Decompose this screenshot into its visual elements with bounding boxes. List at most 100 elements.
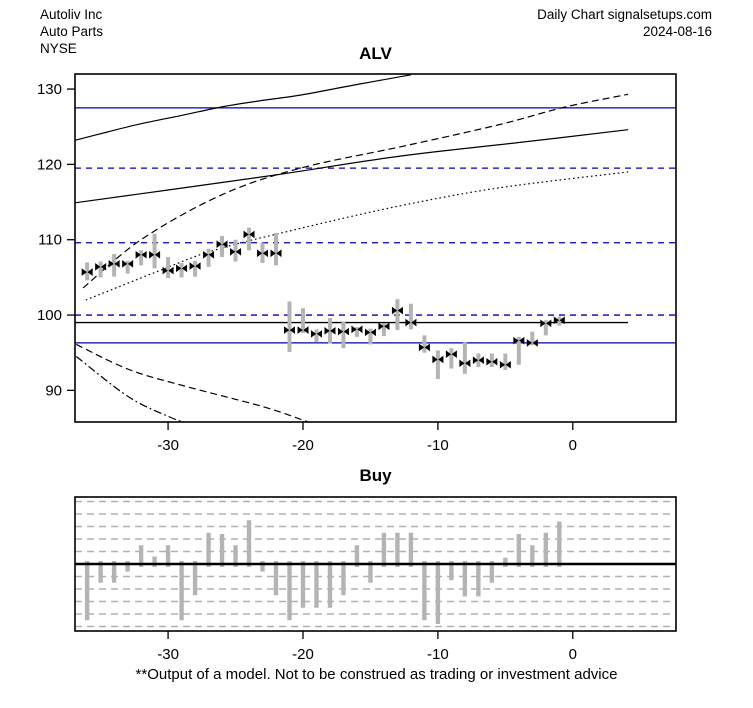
buy-bar [408,532,414,567]
candle-close-marker [235,247,242,256]
candle-bar [503,353,508,371]
buy-bar [273,561,279,596]
candle-close-marker [505,360,511,369]
exchange-name: NYSE [40,41,77,56]
x-axis-label: -10 [427,437,449,454]
candle-open-marker [189,262,195,270]
candle-bar [530,331,535,346]
candle-close-marker [154,250,161,259]
y-axis-label: 110 [38,232,62,249]
x-axis-label: -30 [157,437,179,454]
candle-bar [489,353,494,368]
buy-bar [435,561,441,624]
candle-open-marker [310,330,317,338]
candle-open-marker [445,350,452,359]
candle-bar [274,232,279,266]
buy-panel-title: Buy [359,466,392,485]
candle-bar [381,323,386,337]
candle-bar [368,328,373,345]
candle-open-marker [526,339,533,347]
curve-lower-decay-dashdot [75,356,185,423]
curve-mid-trend-line [74,129,629,204]
candle-bar [354,327,359,337]
candle-close-marker [370,328,376,337]
price-chart-title: ALV [359,44,392,63]
buy-bar [314,561,319,608]
candle-close-marker [357,325,363,334]
buy-bar [260,561,265,572]
header-left: Autoliv Inc Auto Parts NYSE [40,6,103,57]
curve-upper-trend-line [74,74,412,141]
buy-bar [219,534,225,567]
candle-open-marker [270,249,276,258]
buy-bar [111,561,117,583]
candle-close-marker [222,240,228,249]
candle-open-marker [122,260,128,268]
candle-close-marker [343,327,349,336]
y-axis-label: 130 [37,81,62,98]
company-name: Autoliv Inc [40,7,103,22]
candle-open-marker [95,263,101,271]
candle-bar [543,320,548,336]
candle-close-marker [330,327,336,335]
buy-bar [327,561,333,608]
candle-close-marker [208,250,215,259]
curve-projection-dashed [82,93,629,289]
curve-projection-dotted [85,171,629,301]
curve-lower-decay-dashed [76,343,309,423]
candle-open-marker [162,266,168,275]
buy-bar [287,561,292,621]
candle-bar [206,248,211,267]
buy-bar [152,556,157,567]
buy-bar [395,532,400,567]
candle-bar [152,233,157,269]
candle-bar [408,303,413,330]
candle-bar [516,336,521,365]
candle-open-marker [257,249,263,258]
buy-bar [368,561,373,583]
candle-bar [193,260,198,277]
candle-close-marker [397,306,403,315]
candle-close-marker [478,356,484,365]
candle-bar [139,250,144,266]
price-plot-border [74,73,677,423]
candle-open-marker [283,326,290,334]
candle-close-marker [262,249,269,258]
candle-bar [112,254,117,277]
candle-bar [287,301,292,352]
candle-open-marker [472,356,479,365]
candle-open-marker [391,306,398,315]
candle-bar [220,235,225,258]
candle-close-marker [195,262,201,270]
buy-x-axis-label: -10 [427,646,449,663]
y-axis-label: 120 [37,156,62,173]
candle-close-marker [465,359,471,368]
buy-bar [422,561,427,621]
buy-bar [98,561,103,583]
candle-bar [462,342,467,374]
candle-close-marker [411,318,417,327]
y-axis-label: 90 [45,382,62,399]
buy-bar [300,561,306,608]
candle-open-marker [135,250,141,259]
candle-bar [476,353,481,368]
candle-open-marker [499,360,506,369]
candle-bar [260,242,265,264]
buy-bar [125,561,130,572]
buy-bar [381,532,387,567]
candle-close-marker [181,264,188,273]
candle-close-marker [87,268,93,276]
buy-bar [354,545,360,567]
candle-bar [314,329,319,343]
candle-close-marker [114,260,120,268]
candle-bar [166,257,171,279]
candle-close-marker [546,319,552,328]
chart-date: 2024-08-16 [642,24,712,39]
candle-open-marker [459,359,465,368]
candle-open-marker [149,250,155,259]
candle-open-marker [337,327,344,336]
disclaimer-text: **Output of a model. Not to be construed… [135,666,618,683]
candle-close-marker [451,350,457,359]
